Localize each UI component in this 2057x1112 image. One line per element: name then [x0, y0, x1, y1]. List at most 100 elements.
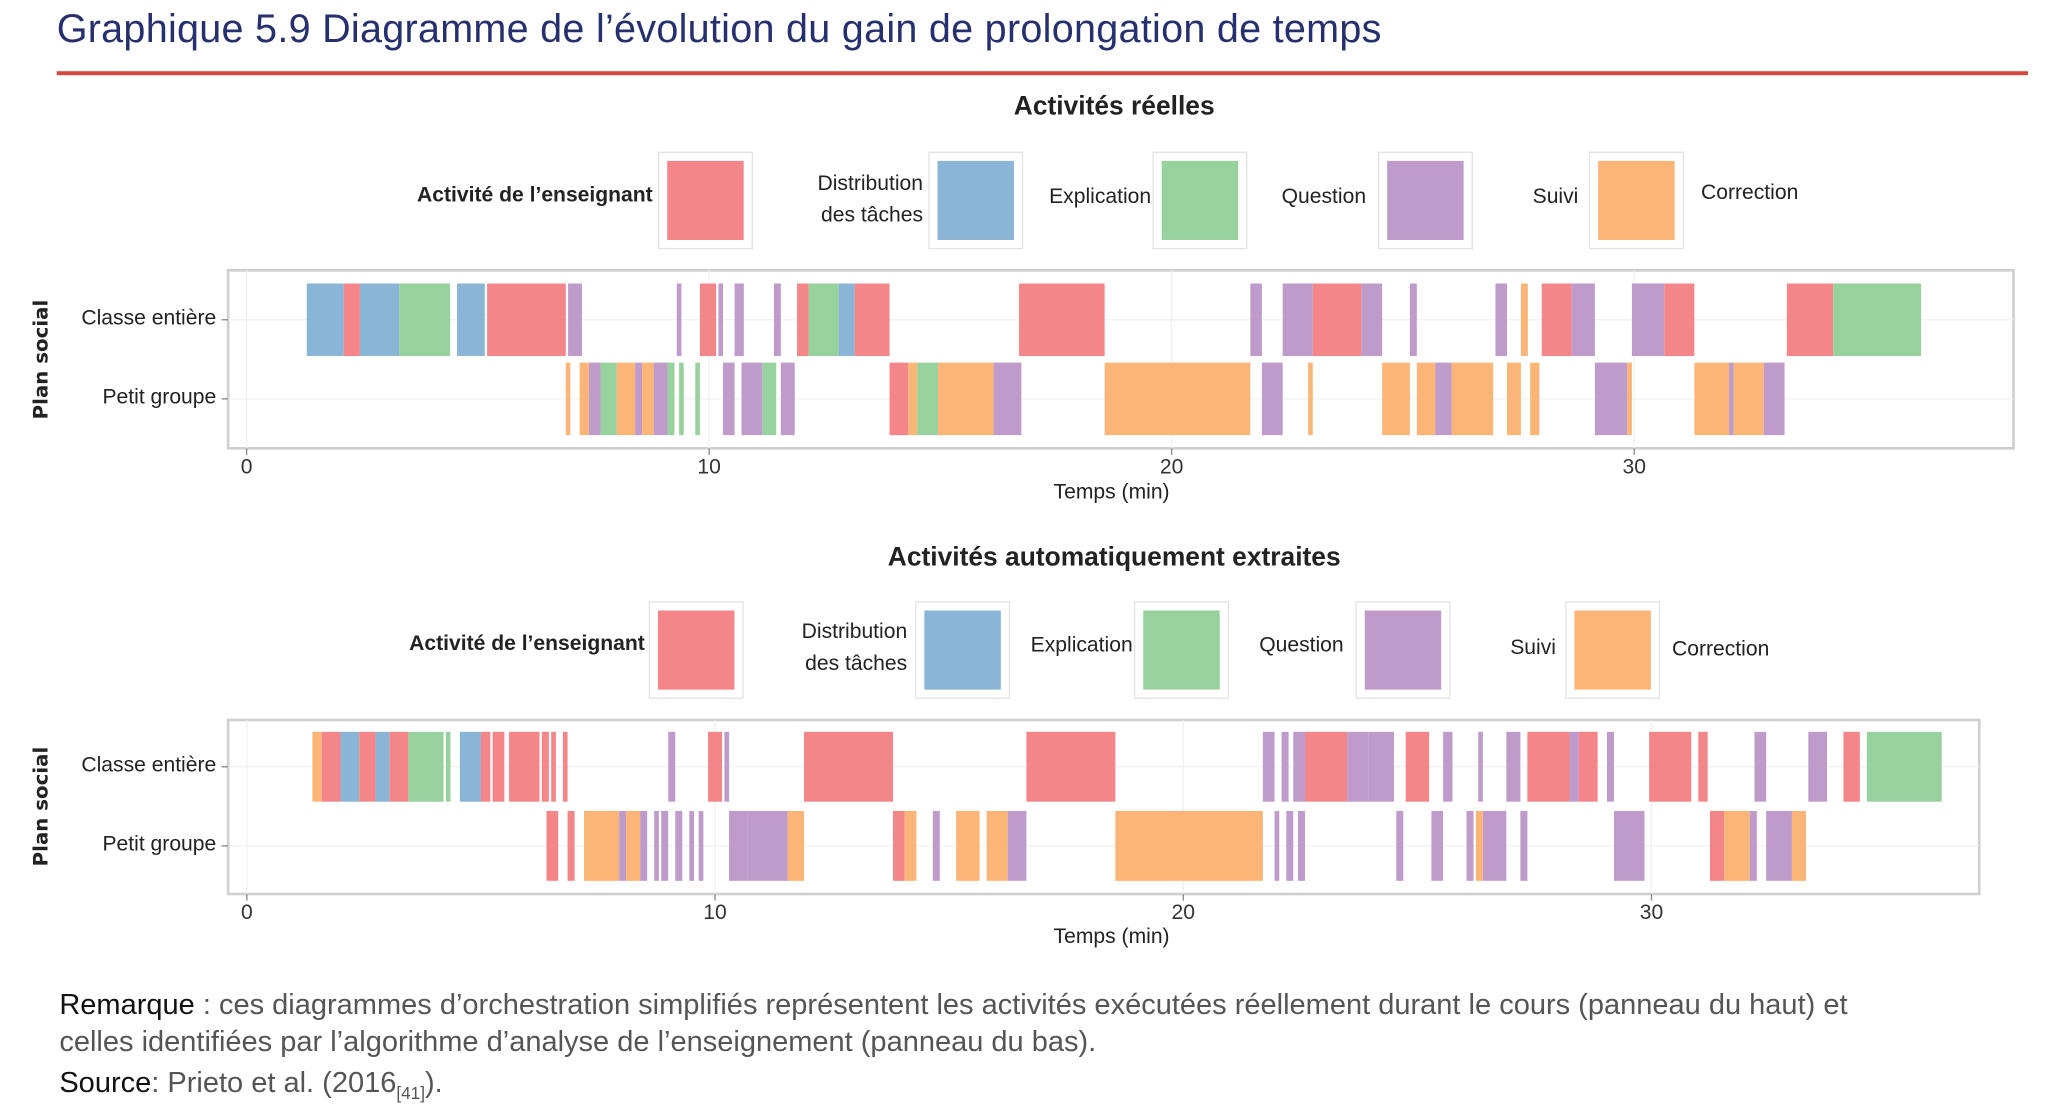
swatch — [657, 610, 735, 690]
activity-segment — [619, 810, 627, 881]
activity-segment — [1405, 731, 1430, 802]
legend-label: Suivi — [1532, 185, 1579, 209]
activity-segment — [838, 283, 855, 357]
activity-segment — [1866, 731, 1942, 802]
source-label: Source — [59, 1065, 152, 1099]
activity-segment — [375, 731, 390, 802]
activity-segment — [1698, 731, 1708, 802]
activity-segment — [1019, 283, 1105, 357]
activity-segment — [1709, 810, 1725, 881]
activity-segment — [667, 362, 675, 436]
activity-segment — [1466, 810, 1474, 881]
activity-segment — [1115, 810, 1263, 881]
activity-segment — [579, 362, 589, 436]
activity-segment — [1293, 731, 1305, 802]
activity-segment — [1026, 731, 1116, 802]
legend-label: Correction — [1700, 181, 1799, 205]
activity-segment — [708, 731, 723, 802]
legend-label: Distribution des tâches — [801, 621, 908, 676]
swatch — [1161, 160, 1239, 240]
activity-segment — [1569, 731, 1579, 802]
activity-segment — [762, 362, 777, 436]
activity-segment — [1261, 362, 1283, 436]
activity-segment — [1594, 362, 1628, 436]
activity-segment — [854, 283, 890, 357]
activity-segment — [1282, 283, 1313, 357]
activity-segment — [1754, 731, 1767, 802]
activity-segment — [399, 283, 451, 357]
activity-segment — [480, 731, 491, 802]
activity-segment — [1763, 362, 1785, 436]
activity-segment — [729, 810, 748, 881]
y-tick-label: Classe entière — [81, 307, 217, 330]
activity-segment — [747, 810, 788, 881]
activity-segment — [626, 810, 641, 881]
activity-segment — [546, 810, 559, 881]
activity-segment — [1520, 283, 1528, 357]
x-tick-label: 10 — [703, 901, 727, 925]
x-axis-title: Temps (min) — [1053, 925, 1170, 949]
x-tick-label: 0 — [240, 456, 253, 479]
activity-segment — [734, 283, 744, 357]
activity-segment — [1482, 810, 1507, 881]
activity-segment — [1664, 283, 1695, 357]
activity-segment — [653, 362, 668, 436]
y-tick-label: Petit groupe — [102, 386, 217, 409]
legend-label: Correction — [1671, 638, 1770, 661]
activity-segment — [1786, 283, 1834, 357]
legend-swatch-green — [1152, 151, 1248, 250]
activity-segment — [509, 731, 540, 802]
title-rule — [56, 71, 2029, 76]
activity-segment — [675, 810, 683, 881]
activity-segment — [568, 283, 582, 357]
activity-segment — [1530, 362, 1540, 436]
activity-segment — [1694, 362, 1730, 436]
activity-segment — [1368, 731, 1394, 802]
activity-segment — [904, 810, 917, 881]
activity-segment — [1347, 731, 1369, 802]
activity-segment — [1733, 362, 1764, 436]
activity-segment — [1729, 362, 1734, 436]
legend-swatch-blue — [915, 601, 1011, 699]
activity-segment — [642, 362, 654, 436]
activity-segment — [787, 810, 805, 881]
activity-segment — [654, 810, 659, 881]
x-axis-title: Temps (min) — [1053, 481, 1170, 504]
activity-segment — [312, 731, 322, 802]
activity-segment — [1571, 283, 1595, 357]
activity-segment — [616, 362, 636, 436]
remark: Remarque : ces diagrammes d’orchestratio… — [59, 986, 1847, 1023]
activity-segment — [1281, 731, 1289, 802]
activity-segment — [1007, 810, 1027, 881]
activity-segment — [932, 810, 940, 881]
activity-segment — [1250, 283, 1262, 357]
activity-segment — [590, 810, 620, 881]
activity-segment — [343, 283, 360, 357]
activity-segment — [457, 283, 485, 357]
activity-segment — [699, 283, 717, 357]
activity-segment — [1808, 731, 1828, 802]
x-tick-label: 10 — [697, 456, 721, 479]
activity-segment — [892, 810, 905, 881]
activity-segment — [1631, 283, 1665, 357]
activity-segment — [661, 810, 669, 881]
swatch — [667, 160, 744, 240]
activity-segment — [562, 731, 568, 802]
activity-segment — [359, 283, 400, 357]
x-tick-label: 30 — [1639, 901, 1664, 925]
activity-segment — [1724, 810, 1750, 881]
legend-swatch-purple — [1377, 151, 1473, 250]
legend-label: Explication — [1049, 185, 1152, 209]
activity-segment — [459, 731, 481, 802]
activity-segment — [1766, 810, 1792, 881]
activity-segment — [723, 362, 735, 436]
activity-segment — [1396, 810, 1404, 881]
legend-swatch-red — [648, 601, 744, 699]
activity-segment — [635, 362, 643, 436]
activity-segment — [1833, 283, 1921, 357]
activity-segment — [306, 283, 344, 357]
activity-segment — [1627, 362, 1632, 436]
activity-segment — [1274, 810, 1280, 881]
